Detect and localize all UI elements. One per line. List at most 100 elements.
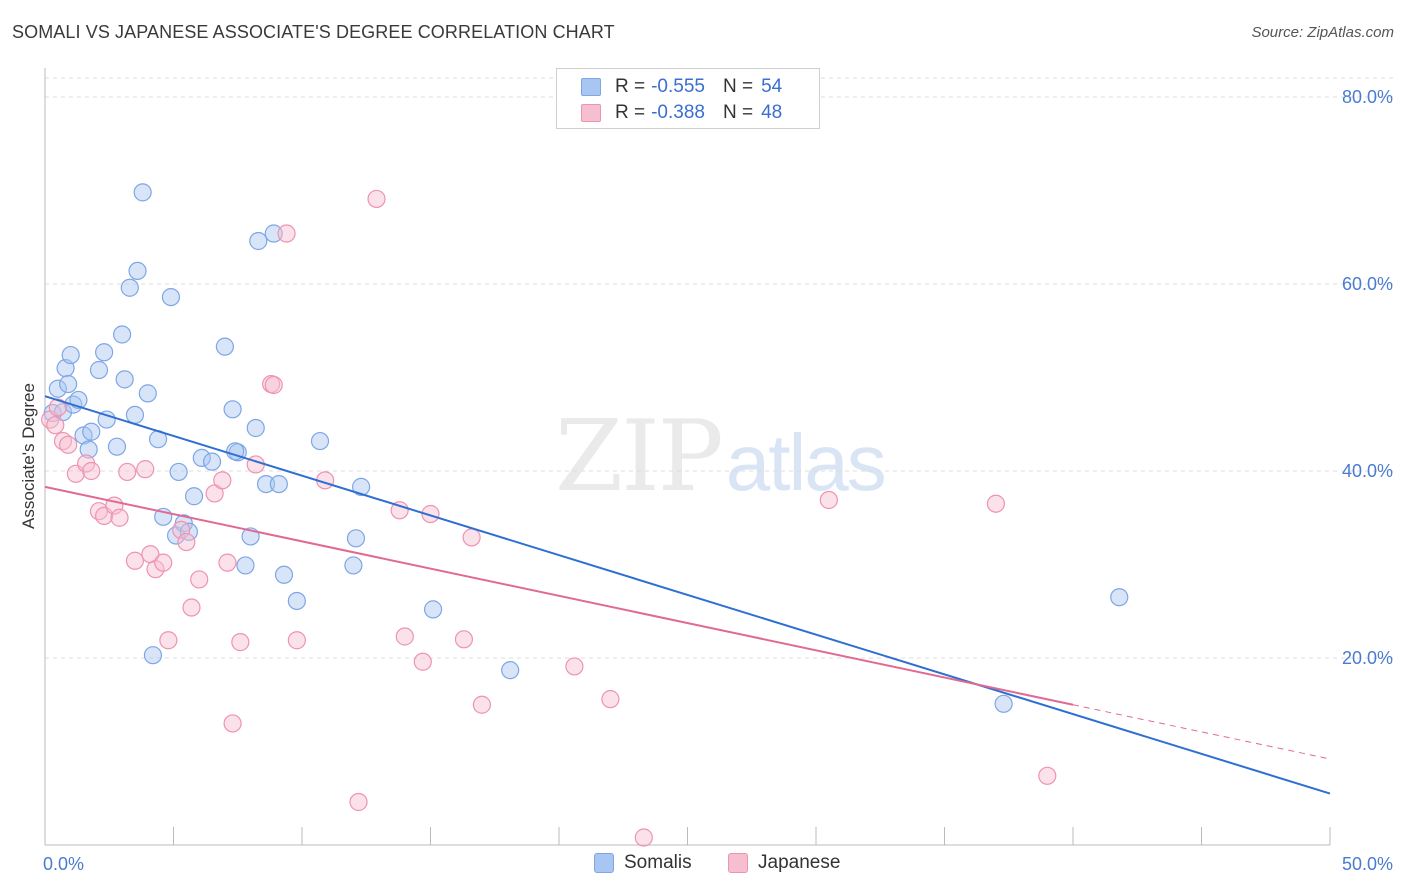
- n-value: 54: [761, 76, 783, 97]
- somalis-point: [184, 487, 204, 506]
- japanese-point: [110, 508, 129, 527]
- japanese-point: [136, 460, 155, 479]
- japanese-point: [59, 435, 78, 454]
- y-tick-label: 40.0%: [1342, 461, 1393, 481]
- watermark-zip: ZIP: [555, 400, 724, 514]
- somalis-point: [310, 431, 330, 451]
- japanese-point: [264, 375, 283, 395]
- somalis-point: [994, 694, 1013, 713]
- somalis-point: [287, 591, 306, 611]
- somalis-point: [128, 261, 147, 281]
- japanese-point: [1038, 766, 1057, 785]
- japanese-point: [390, 501, 409, 520]
- r-label: R =: [615, 102, 646, 123]
- somalis-point: [161, 287, 181, 307]
- somalis-point: [344, 556, 363, 575]
- japanese-point: [472, 695, 491, 714]
- somalis-point: [215, 337, 234, 356]
- japanese-point: [819, 490, 838, 510]
- somalis-point: [423, 600, 443, 619]
- japanese-point: [154, 553, 173, 572]
- somalis-point: [133, 183, 152, 202]
- somalis-point: [352, 477, 371, 496]
- r-value: -0.555: [651, 76, 705, 97]
- japanese-point: [462, 528, 481, 547]
- japanese-trend-extension: [1072, 704, 1331, 760]
- r-value: -0.388: [651, 102, 705, 123]
- somalis-point: [79, 440, 98, 459]
- somalis-point: [223, 400, 242, 419]
- y-axis-title: Associate's Degree: [19, 383, 38, 529]
- japanese-point: [177, 532, 196, 552]
- japanese-point: [125, 551, 145, 570]
- n-label: N =: [722, 76, 754, 97]
- somalis-point: [95, 343, 114, 362]
- legend-row-somalis: R = -0.555 N = 54: [581, 75, 782, 99]
- japanese-point: [601, 690, 620, 709]
- somalis-point: [202, 452, 222, 471]
- somalis-point: [61, 345, 80, 365]
- somalis-point: [1110, 588, 1129, 607]
- japanese-point: [634, 828, 653, 847]
- somalis-point: [115, 370, 134, 389]
- watermark-atlas: atlas: [725, 418, 887, 507]
- source-label: Source: ZipAtlas.com: [1251, 24, 1394, 41]
- somalis-point: [346, 529, 366, 548]
- somalis-point: [125, 405, 145, 424]
- japanese-point: [190, 570, 209, 589]
- chart-title: SOMALI VS JAPANESE ASSOCIATE'S DEGREE CO…: [12, 22, 615, 42]
- japanese-point: [231, 633, 250, 652]
- somalis-point: [89, 360, 109, 380]
- somalis-point: [269, 474, 288, 494]
- r-label: R =: [615, 76, 646, 97]
- somalis-point: [256, 474, 276, 494]
- japanese-swatch: [581, 104, 601, 122]
- somalis-point: [143, 646, 163, 665]
- somalis-point: [192, 448, 211, 468]
- japanese-point: [277, 224, 296, 243]
- japanese-point: [159, 631, 178, 650]
- x-tick-label: 50.0%: [1342, 854, 1393, 874]
- somalis-point: [264, 224, 283, 243]
- somalis-point: [246, 418, 265, 438]
- japanese-trend-line: [44, 485, 1074, 706]
- somalis-point: [236, 556, 255, 575]
- japanese-point: [565, 657, 584, 676]
- japanese-point: [118, 462, 137, 482]
- japanese-point: [349, 792, 368, 812]
- y-tick-label: 20.0%: [1342, 648, 1393, 668]
- japanese-legend-swatch: [728, 853, 748, 873]
- watermark: ZIPatlas: [555, 400, 887, 514]
- japanese-point: [454, 630, 474, 649]
- legend-label-somalis: Somalis: [624, 852, 692, 873]
- japanese-point: [48, 398, 67, 417]
- series-legend: Somalis Japanese: [0, 852, 1406, 876]
- somalis-swatch: [581, 78, 601, 96]
- somalis-point: [501, 661, 520, 680]
- somalis-point: [274, 565, 294, 584]
- japanese-point: [82, 461, 101, 481]
- y-tick-label: 60.0%: [1342, 274, 1393, 294]
- japanese-point: [287, 631, 306, 650]
- legend-item-somalis[interactable]: Somalis: [594, 852, 692, 874]
- somalis-point: [107, 437, 127, 456]
- somalis-point: [138, 384, 157, 403]
- japanese-point: [986, 494, 1006, 513]
- x-tick-label: 0.0%: [43, 854, 84, 874]
- somalis-point: [112, 325, 132, 344]
- somalis-point: [120, 278, 139, 297]
- n-value: 48: [761, 102, 783, 123]
- japanese-point: [367, 189, 386, 209]
- somalis-point: [48, 379, 67, 398]
- somalis-point: [59, 374, 78, 394]
- legend-label-japanese: Japanese: [758, 852, 841, 873]
- japanese-point: [421, 504, 440, 524]
- somalis-legend-swatch: [594, 853, 614, 873]
- legend-item-japanese[interactable]: Japanese: [728, 852, 840, 874]
- japanese-point: [218, 553, 237, 572]
- japanese-point: [395, 627, 414, 646]
- somalis-point: [82, 422, 101, 441]
- n-label: N =: [722, 102, 754, 123]
- somalis-point: [249, 231, 268, 251]
